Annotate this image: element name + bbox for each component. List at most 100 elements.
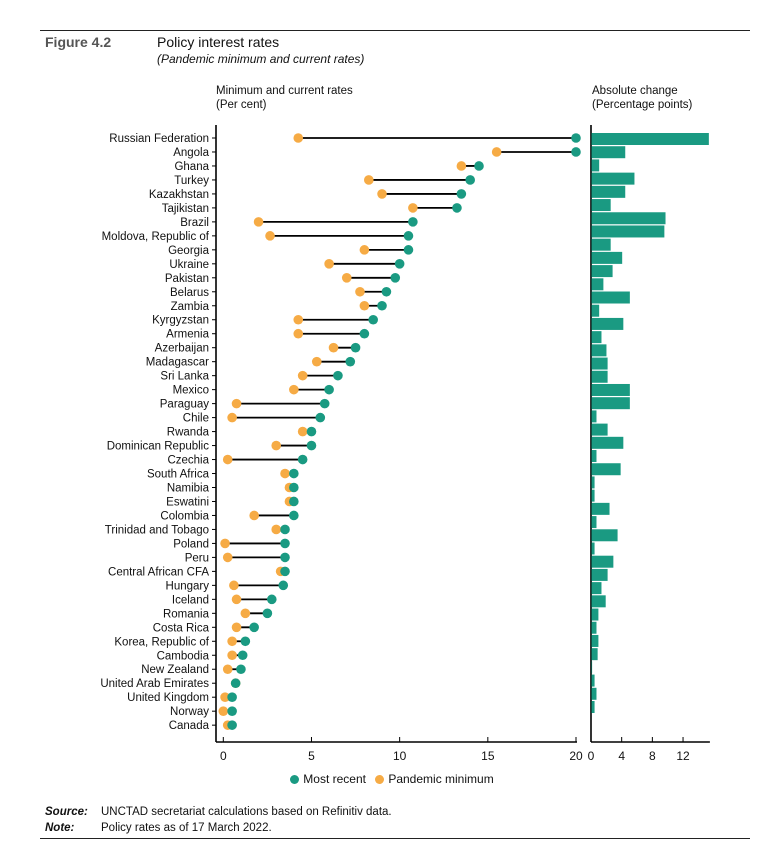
- pandemic-minimum-point: [341, 273, 352, 283]
- most-recent-point: [280, 566, 290, 577]
- pandemic-minimum-point: [222, 454, 233, 465]
- pandemic-minimum-point: [265, 231, 275, 241]
- absolute-change-bar: [591, 648, 598, 661]
- country-label: Paraguay: [160, 399, 209, 411]
- pandemic-minimum-point: [293, 328, 304, 339]
- country-label: Norway: [170, 706, 209, 718]
- most-recent-point: [571, 133, 581, 143]
- pandemic-minimum-point: [363, 175, 374, 185]
- source-text: UNCTAD secretariat calculations based on…: [101, 806, 392, 818]
- country-label: Costa Rica: [153, 622, 210, 634]
- country-label: Moldova, Republic of: [102, 231, 210, 243]
- country-label: New Zealand: [141, 664, 209, 676]
- most-recent-point: [571, 147, 581, 157]
- left-x-tick-label: 0: [220, 749, 227, 763]
- figure-label: Figure 4.2: [45, 34, 112, 50]
- pandemic-minimum-point: [311, 356, 322, 367]
- absolute-change-bar: [591, 225, 665, 238]
- country-label: Pakistan: [165, 273, 209, 285]
- absolute-change-bar: [591, 621, 597, 634]
- absolute-change-bar: [591, 159, 600, 172]
- pandemic-minimum-point: [408, 203, 418, 213]
- absolute-change-bar: [591, 661, 593, 674]
- country-label: Canada: [169, 720, 210, 732]
- chart-subtitle: (Pandemic minimum and current rates): [157, 52, 365, 66]
- country-label: Ukraine: [169, 259, 209, 271]
- country-label: Brazil: [180, 217, 209, 229]
- left-x-tick-label: 5: [308, 749, 315, 763]
- most-recent-point: [324, 384, 334, 395]
- legend-most-recent-marker: [290, 775, 300, 784]
- most-recent-point: [230, 678, 241, 689]
- legend-pandemic-minimum-label: Pandemic minimum: [388, 772, 494, 786]
- absolute-change-bar: [591, 463, 621, 476]
- policy-note: Note: Policy rates as of 17 March 2022.: [45, 822, 272, 834]
- absolute-change-bar: [591, 357, 608, 370]
- left-panel-title-line2: (Per cent): [216, 99, 267, 111]
- absolute-change-bar: [591, 304, 600, 317]
- country-label: Angola: [173, 147, 209, 159]
- country-label: Madagascar: [146, 357, 209, 369]
- note-label: Note:: [45, 822, 75, 834]
- most-recent-point: [474, 161, 484, 171]
- pandemic-minimum-point: [359, 300, 370, 311]
- absolute-change-bar: [591, 251, 623, 264]
- country-label: Turkey: [174, 175, 209, 187]
- most-recent-point: [227, 706, 237, 716]
- country-label: South Africa: [147, 469, 210, 481]
- pandemic-minimum-point: [359, 245, 370, 255]
- most-recent-point: [368, 314, 378, 325]
- absolute-change-bar: [591, 450, 597, 463]
- most-recent-point: [262, 608, 273, 619]
- pandemic-minimum-point: [218, 706, 229, 716]
- pandemic-minimum-point: [253, 217, 264, 227]
- absolute-change-bar: [591, 265, 613, 278]
- most-recent-point: [452, 203, 462, 213]
- country-label: Georgia: [168, 245, 210, 257]
- right-panel-title: Absolute change (Percentage points): [592, 84, 692, 112]
- country-label: Romania: [163, 608, 210, 620]
- pandemic-minimum-point: [271, 440, 282, 451]
- most-recent-point: [280, 552, 290, 563]
- country-label: United Arab Emirates: [100, 678, 209, 690]
- absolute-change-bar: [591, 212, 666, 225]
- country-label: Belarus: [170, 287, 209, 299]
- absolute-change-bar: [591, 199, 611, 212]
- absolute-change-bar: [591, 489, 595, 502]
- pandemic-minimum-point: [227, 636, 237, 647]
- absolute-change-bar: [591, 397, 630, 410]
- absolute-change-bar: [591, 291, 630, 304]
- country-label: Tajikistan: [162, 203, 209, 215]
- country-label: Trinidad and Tobago: [105, 524, 209, 536]
- country-label: Cambodia: [157, 650, 210, 662]
- most-recent-point: [236, 664, 246, 675]
- pandemic-minimum-point: [293, 133, 304, 143]
- pandemic-minimum-point: [220, 538, 230, 549]
- pandemic-minimum-point: [231, 398, 242, 409]
- note-text: Policy rates as of 17 March 2022.: [101, 822, 272, 834]
- absolute-change-bar: [591, 172, 635, 185]
- country-label: Mexico: [173, 385, 209, 397]
- country-label: Azerbaijan: [155, 343, 209, 355]
- pandemic-minimum-point: [491, 147, 502, 157]
- absolute-change-bar: [591, 555, 614, 568]
- pandemic-minimum-point: [328, 342, 339, 353]
- country-label: Ghana: [174, 161, 209, 173]
- most-recent-point: [266, 594, 277, 605]
- most-recent-point: [240, 636, 251, 647]
- absolute-change-bar: [591, 595, 606, 608]
- absolute-change-bar: [591, 529, 618, 542]
- pandemic-minimum-point: [456, 161, 467, 171]
- most-recent-point: [289, 468, 299, 479]
- absolute-change-bar: [591, 344, 607, 357]
- most-recent-point: [377, 300, 387, 311]
- absolute-change-bar: [591, 331, 602, 344]
- left-panel-title-line1: Minimum and current rates: [216, 85, 353, 97]
- most-recent-point: [359, 328, 370, 339]
- pandemic-minimum-point: [240, 608, 251, 619]
- country-label: Sri Lanka: [160, 371, 209, 383]
- country-label: Korea, Republic of: [114, 636, 209, 648]
- most-recent-point: [278, 580, 289, 591]
- legend: Most recent Pandemic minimum: [0, 772, 778, 786]
- most-recent-point: [408, 217, 418, 227]
